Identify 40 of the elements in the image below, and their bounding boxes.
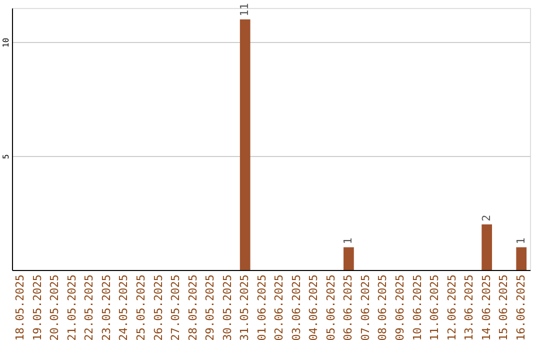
x-tick-label: 24.05.2025 [117, 274, 130, 340]
x-tick-label: 27.05.2025 [169, 274, 182, 340]
x-tick-label: 30.05.2025 [220, 274, 234, 340]
data-label: 1 [342, 238, 355, 244]
x-tick-label: 15.06.2025 [497, 274, 510, 340]
x-tick-label: 31.05.2025 [238, 274, 252, 340]
x-tick-label: 13.06.2025 [462, 274, 476, 340]
x-tick-label: 09.06.2025 [394, 274, 406, 340]
x-tick-label: 11.06.2025 [428, 274, 442, 340]
x-tick-label: 28.05.2025 [186, 274, 200, 340]
x-tick-label: 26.05.2025 [152, 274, 165, 340]
x-tick-label: 14.06.2025 [480, 274, 493, 340]
bar [482, 224, 492, 270]
bar [240, 19, 250, 270]
x-tick-label: 22.05.2025 [82, 274, 96, 340]
x-tick-label: 29.05.2025 [204, 274, 217, 340]
x-tick-label: 12.06.2025 [445, 274, 458, 340]
x-tick-label: 06.06.2025 [342, 274, 355, 340]
x-tick-label: 03.06.2025 [290, 274, 303, 340]
y-tick-label: 10 [2, 38, 10, 48]
x-tick-label: 05.06.2025 [324, 274, 338, 340]
x-tick-label: 20.05.2025 [48, 274, 62, 340]
data-label: 2 [480, 214, 493, 222]
x-tick-label: 08.06.2025 [376, 274, 390, 340]
x-tick-label: 01.06.2025 [255, 274, 268, 340]
x-tick-label: 10.06.2025 [410, 274, 424, 340]
x-tick-label: 07.06.2025 [358, 274, 372, 340]
x-tick-label: 04.06.2025 [307, 274, 320, 340]
bar [344, 247, 354, 270]
x-tick-label: 25.05.2025 [134, 274, 148, 340]
bar [516, 247, 527, 270]
x-tick-label: 23.05.2025 [100, 274, 113, 340]
x-tick-label: 16.06.2025 [514, 274, 528, 340]
y-tick-label: 5 [2, 154, 10, 159]
x-tick-label: 19.05.2025 [30, 274, 44, 340]
x-tick-label: 18.05.2025 [14, 274, 27, 340]
x-tick-label: 21.05.2025 [65, 274, 78, 340]
x-tick-label: 02.06.2025 [272, 274, 286, 340]
data-label: 1 [514, 238, 528, 244]
data-label: 11 [238, 3, 252, 16]
